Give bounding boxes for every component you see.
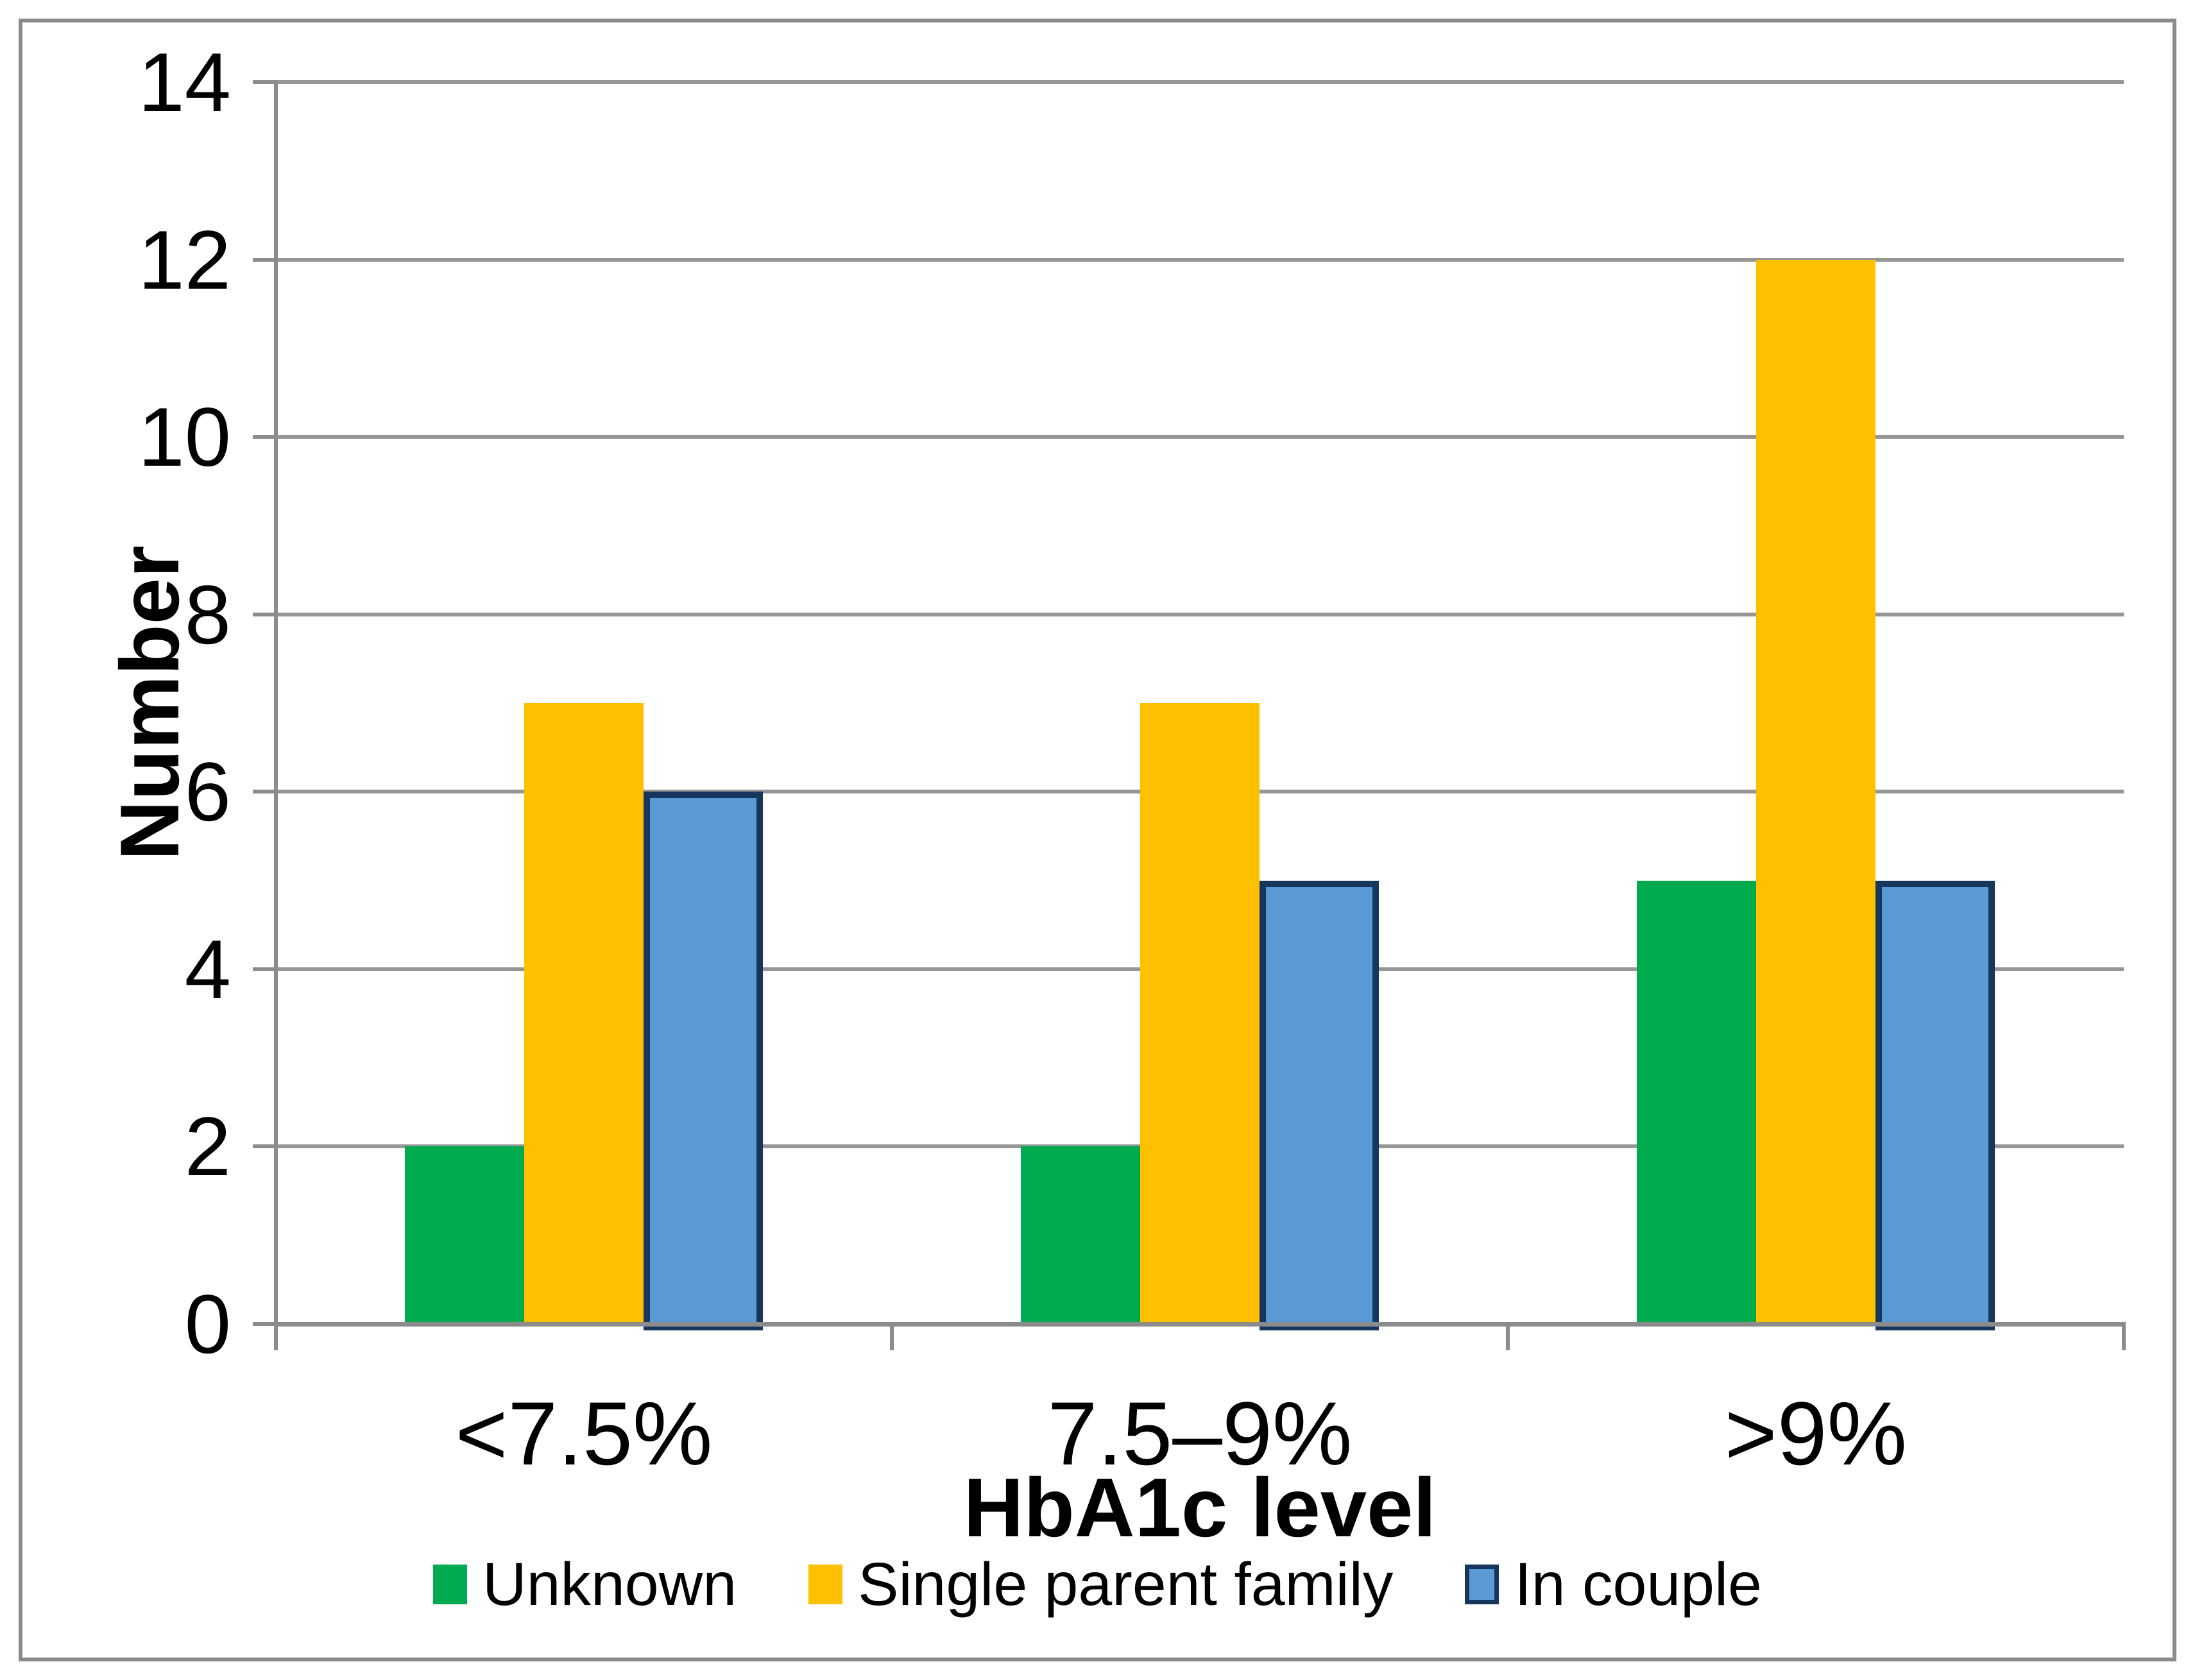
y-axis-tick-label-0: 0 <box>184 1277 231 1371</box>
y-axis-tick-label-10: 10 <box>138 390 231 484</box>
y-axis-tick-2 <box>253 1144 276 1149</box>
legend-label-in-couple: In couple <box>1514 1550 1762 1618</box>
chart-outer-border <box>19 19 2176 1661</box>
y-axis-tick-14 <box>253 80 276 84</box>
x-axis-tick-1 <box>890 1326 894 1350</box>
x-axis-title: HbA1c level <box>963 1461 1437 1554</box>
bar-unknown-cat2 <box>1637 880 1756 1326</box>
y-axis-tick-12 <box>253 257 276 262</box>
bar-in-couple-cat0 <box>644 792 763 1330</box>
y-axis-tick-label-6: 6 <box>184 745 231 839</box>
bar-in-couple-cat2 <box>1875 880 1995 1330</box>
y-axis-tick-label-4: 4 <box>184 922 231 1016</box>
legend-swatch-unknown <box>433 1565 468 1604</box>
bar-in-couple-cat1 <box>1260 880 1379 1330</box>
gridline-y12 <box>276 257 2124 262</box>
x-axis-line <box>274 1322 2126 1327</box>
legend: Unknown Single parent family In couple <box>0 1540 2195 1629</box>
bar-single-parent-family-cat1 <box>1140 703 1260 1326</box>
y-axis-title: Number <box>103 545 196 861</box>
y-axis-tick-0 <box>253 1322 276 1326</box>
bar-single-parent-family-cat0 <box>524 703 644 1326</box>
x-axis-tick-3 <box>2122 1326 2126 1350</box>
bar-single-parent-family-cat2 <box>1756 259 1875 1326</box>
bar-unknown-cat0 <box>405 1146 524 1326</box>
legend-label-single-parent-family: Single parent family <box>858 1550 1394 1618</box>
legend-item-single-parent-family: Single parent family <box>808 1540 1393 1629</box>
gridline-y10 <box>276 435 2124 439</box>
legend-item-in-couple: In couple <box>1465 1540 1762 1629</box>
legend-swatch-in-couple <box>1465 1565 1499 1604</box>
x-category-label-0: <7.5% <box>455 1383 713 1484</box>
legend-swatch-single-parent-family <box>808 1565 843 1604</box>
legend-label-unknown: Unknown <box>483 1550 737 1618</box>
y-axis-tick-label-2: 2 <box>184 1099 231 1194</box>
y-axis-tick-label-12: 12 <box>138 212 231 307</box>
gridline-y14 <box>276 80 2124 84</box>
y-axis-line <box>274 80 278 1350</box>
y-axis-tick-label-8: 8 <box>184 567 231 661</box>
y-axis-tick-label-14: 14 <box>138 35 231 129</box>
gridline-y8 <box>276 612 2124 616</box>
x-category-label-1: 7.5–9% <box>1047 1383 1353 1484</box>
y-axis-tick-4 <box>253 967 276 971</box>
legend-item-unknown: Unknown <box>433 1540 737 1629</box>
y-axis-tick-10 <box>253 435 276 439</box>
x-axis-tick-2 <box>1506 1326 1510 1350</box>
y-axis-tick-6 <box>253 790 276 794</box>
x-category-label-2: >9% <box>1724 1383 1908 1484</box>
bar-unknown-cat1 <box>1021 1146 1140 1326</box>
y-axis-tick-8 <box>253 612 276 616</box>
